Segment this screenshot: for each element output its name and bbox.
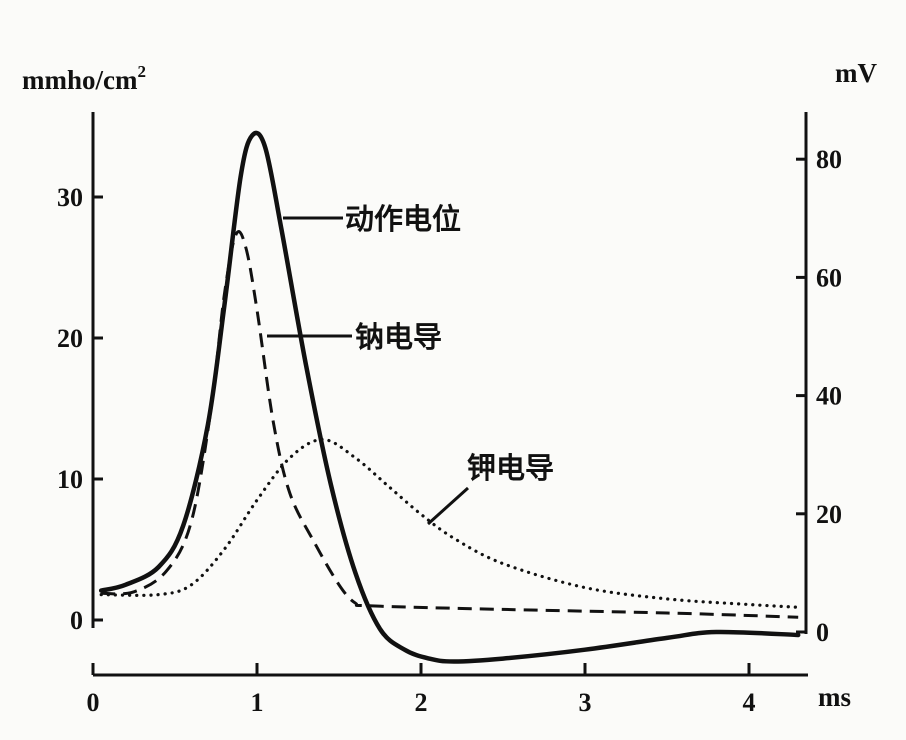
x-tick-label-4: 4 bbox=[743, 688, 756, 717]
x-tick-label-0: 0 bbox=[87, 688, 100, 717]
annotation-potassium-label: 钾电导 bbox=[467, 451, 554, 485]
series-group bbox=[98, 130, 801, 664]
right-y-tick-label-0: 0 bbox=[816, 618, 829, 647]
x-axis-unit: ms bbox=[818, 682, 851, 712]
series-line-potassium-conductance bbox=[99, 437, 800, 609]
annotation-action-potential-label: 动作电位 bbox=[345, 202, 461, 236]
annotation-potassium-leader bbox=[426, 486, 470, 526]
left-axis-unit-superscript: 2 bbox=[137, 62, 146, 81]
annotation-potassium: 钾电导 bbox=[426, 451, 554, 526]
right-y-tick-label-20: 20 bbox=[816, 500, 842, 529]
annotation-sodium: 钠电导 bbox=[267, 320, 442, 354]
right-y-tick-label-60: 60 bbox=[816, 263, 842, 292]
left-axis-unit: mmho/cm2 bbox=[22, 62, 146, 95]
x-tick-label-1: 1 bbox=[251, 688, 264, 717]
left-y-tick-label-30: 30 bbox=[57, 183, 83, 212]
right-axis-unit: mV bbox=[835, 58, 877, 88]
left-y-tick-label-10: 10 bbox=[57, 465, 83, 494]
series-line-action-potential bbox=[98, 130, 801, 664]
left-y-tick-label-0: 0 bbox=[70, 606, 83, 635]
right-y-tick-label-80: 80 bbox=[816, 145, 842, 174]
x-tick-label-2: 2 bbox=[415, 688, 428, 717]
right-y-tick-label-40: 40 bbox=[816, 382, 842, 411]
annotation-action-potential: 动作电位 bbox=[283, 202, 461, 236]
series-line-sodium-conductance bbox=[101, 230, 799, 619]
annotation-sodium-label: 钠电导 bbox=[355, 320, 442, 354]
x-tick-label-3: 3 bbox=[579, 688, 592, 717]
left-y-tick-label-20: 20 bbox=[57, 324, 83, 353]
